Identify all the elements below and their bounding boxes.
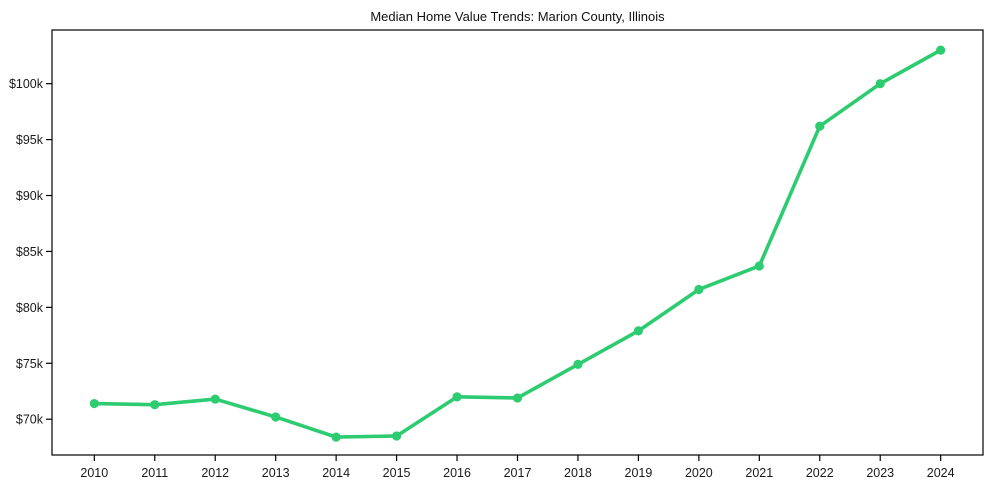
y-tick-label: $100k — [9, 77, 44, 91]
x-tick-label: 2012 — [201, 466, 229, 480]
data-point-2016 — [452, 392, 462, 402]
x-tick-label: 2017 — [504, 466, 532, 480]
data-point-2020 — [694, 284, 704, 295]
x-tick-label: 2014 — [322, 466, 350, 480]
x-tick-label: 2021 — [745, 466, 773, 480]
x-tick-label: 2018 — [564, 466, 592, 480]
plot-frame — [51, 29, 984, 456]
data-point-2010 — [89, 398, 99, 409]
x-tick-label: 2024 — [927, 466, 955, 480]
y-tick-label: $75k — [16, 357, 44, 371]
y-tick-label: $70k — [16, 413, 44, 427]
y-tick-label: $90k — [16, 189, 44, 203]
x-tick-label: 2011 — [141, 466, 168, 480]
x-tick-label: 2013 — [262, 466, 290, 480]
data-point-2018 — [573, 359, 583, 370]
data-point-2015 — [391, 431, 402, 441]
x-tick-label: 2010 — [80, 466, 108, 480]
data-point-2017 — [512, 393, 523, 403]
x-tick-label: 2016 — [443, 466, 471, 480]
data-point-2023 — [875, 79, 885, 89]
y-tick-label: $85k — [16, 245, 44, 259]
data-point-2013 — [271, 412, 281, 422]
value-line — [92, 48, 943, 439]
data-point-2011 — [150, 400, 160, 410]
data-point-2022 — [815, 121, 825, 131]
y-tick-label: $80k — [16, 301, 44, 315]
x-tick-label: 2019 — [625, 466, 653, 480]
y-tick-label: $95k — [16, 133, 44, 147]
data-point-2021 — [754, 261, 764, 271]
x-tick-label: 2023 — [866, 466, 894, 480]
x-tick-label: 2020 — [685, 466, 713, 480]
data-point-2024 — [936, 45, 946, 55]
data-point-2012 — [210, 394, 220, 404]
x-tick-label: 2015 — [383, 466, 411, 480]
chart-title: Median Home Value Trends: Marion County,… — [370, 9, 665, 24]
data-point-2019 — [633, 326, 644, 336]
x-tick-label: 2022 — [806, 466, 834, 480]
data-point-2014 — [331, 432, 341, 442]
